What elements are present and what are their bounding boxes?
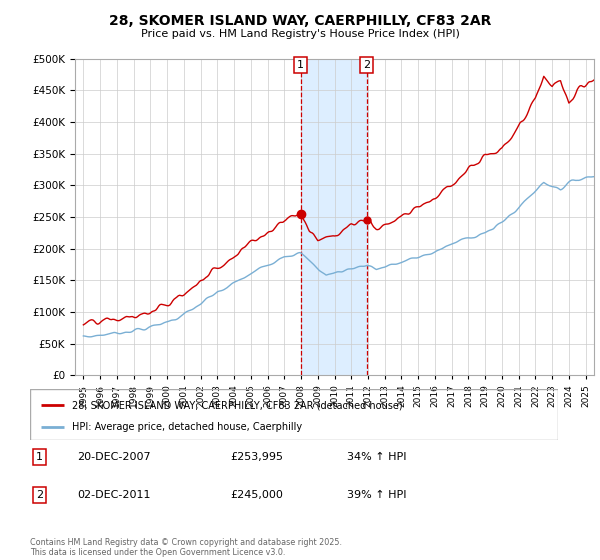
Text: 34% ↑ HPI: 34% ↑ HPI xyxy=(347,452,406,462)
Bar xyxy=(301,59,367,375)
Text: HPI: Average price, detached house, Caerphilly: HPI: Average price, detached house, Caer… xyxy=(72,422,302,432)
Text: Contains HM Land Registry data © Crown copyright and database right 2025.
This d: Contains HM Land Registry data © Crown c… xyxy=(30,538,342,557)
Text: 2: 2 xyxy=(363,60,370,70)
Text: £253,995: £253,995 xyxy=(230,452,284,462)
Text: 28, SKOMER ISLAND WAY, CAERPHILLY, CF83 2AR: 28, SKOMER ISLAND WAY, CAERPHILLY, CF83 … xyxy=(109,14,491,28)
Text: 02-DEC-2011: 02-DEC-2011 xyxy=(77,490,151,500)
Text: 39% ↑ HPI: 39% ↑ HPI xyxy=(347,490,406,500)
Text: Price paid vs. HM Land Registry's House Price Index (HPI): Price paid vs. HM Land Registry's House … xyxy=(140,29,460,39)
Text: £245,000: £245,000 xyxy=(230,490,284,500)
Text: 1: 1 xyxy=(36,452,43,462)
Text: 28, SKOMER ISLAND WAY, CAERPHILLY, CF83 2AR (detached house): 28, SKOMER ISLAND WAY, CAERPHILLY, CF83 … xyxy=(72,400,403,410)
Text: 1: 1 xyxy=(297,60,304,70)
Text: 20-DEC-2007: 20-DEC-2007 xyxy=(77,452,151,462)
Text: 2: 2 xyxy=(36,490,43,500)
